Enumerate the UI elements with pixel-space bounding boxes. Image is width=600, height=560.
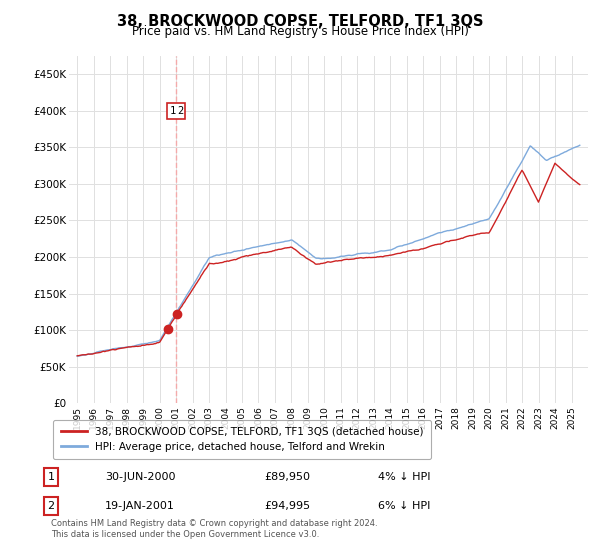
Text: £89,950: £89,950 <box>264 472 310 482</box>
Text: 1: 1 <box>47 472 55 482</box>
Text: 19-JAN-2001: 19-JAN-2001 <box>105 501 175 511</box>
FancyBboxPatch shape <box>167 103 185 119</box>
Text: £94,995: £94,995 <box>264 501 310 511</box>
Text: 30-JUN-2000: 30-JUN-2000 <box>105 472 176 482</box>
Legend: 38, BROCKWOOD COPSE, TELFORD, TF1 3QS (detached house), HPI: Average price, deta: 38, BROCKWOOD COPSE, TELFORD, TF1 3QS (d… <box>53 419 431 459</box>
Text: 38, BROCKWOOD COPSE, TELFORD, TF1 3QS: 38, BROCKWOOD COPSE, TELFORD, TF1 3QS <box>117 14 483 29</box>
Text: 2: 2 <box>178 106 184 116</box>
Text: 2: 2 <box>47 501 55 511</box>
Text: Price paid vs. HM Land Registry's House Price Index (HPI): Price paid vs. HM Land Registry's House … <box>131 25 469 38</box>
Text: 6% ↓ HPI: 6% ↓ HPI <box>378 501 430 511</box>
Text: Contains HM Land Registry data © Crown copyright and database right 2024.
This d: Contains HM Land Registry data © Crown c… <box>51 519 377 539</box>
Text: 4% ↓ HPI: 4% ↓ HPI <box>378 472 431 482</box>
Text: 1: 1 <box>169 106 176 116</box>
